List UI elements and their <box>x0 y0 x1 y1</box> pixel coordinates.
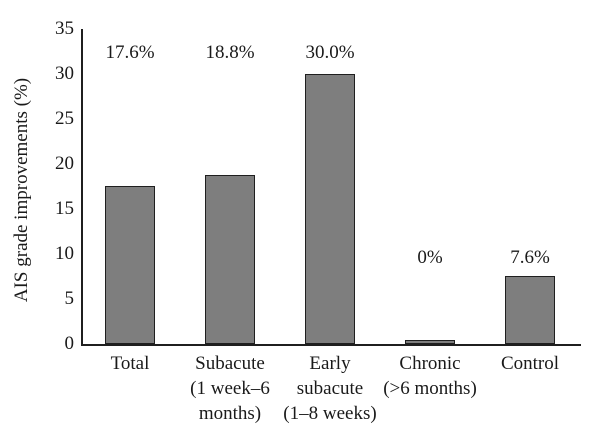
category-label: Early subacute (1–8 weeks) <box>265 351 395 426</box>
y-tick-label: 25 <box>55 108 74 129</box>
category-label-line: (1 week–6 <box>190 378 270 399</box>
category-label-line: months) <box>198 403 262 424</box>
category-label-line: Subacute <box>195 353 265 374</box>
bar <box>205 175 255 344</box>
y-axis-line <box>81 29 83 346</box>
category-label: Subacute (1 week–6 months) <box>165 351 295 426</box>
value-label: 18.8% <box>205 42 255 63</box>
category-label-line: Chronic <box>399 353 461 374</box>
y-tick-label: 30 <box>55 63 74 84</box>
y-tick-label: 0 <box>64 333 75 354</box>
category-label: Total <box>65 351 195 376</box>
bar <box>105 186 155 344</box>
value-label: 0% <box>417 247 443 268</box>
category-label-line: Early <box>309 353 351 374</box>
y-tick-label: 10 <box>55 243 74 264</box>
category-label-line: Control <box>500 353 560 374</box>
category-label: Chronic (>6 months) <box>365 351 495 401</box>
y-tick-label: 20 <box>55 153 74 174</box>
category-label-line: (>6 months) <box>383 378 477 399</box>
category-label-line: Total <box>110 353 150 374</box>
bar <box>505 276 555 344</box>
bar <box>305 74 355 344</box>
value-label: 7.6% <box>510 247 550 268</box>
category-label-line: subacute <box>296 378 364 399</box>
bar <box>405 340 455 344</box>
category-label: Control <box>465 351 595 376</box>
category-label-line: (1–8 weeks) <box>283 403 377 424</box>
y-tick-label: 5 <box>64 288 75 309</box>
y-tick-label: 35 <box>55 18 74 39</box>
x-axis-line <box>81 344 581 346</box>
value-label: 30.0% <box>305 42 355 63</box>
value-label: 17.6% <box>105 42 155 63</box>
y-tick-label: 15 <box>55 198 74 219</box>
y-axis-title: AIS grade improvements (%) <box>11 77 32 303</box>
